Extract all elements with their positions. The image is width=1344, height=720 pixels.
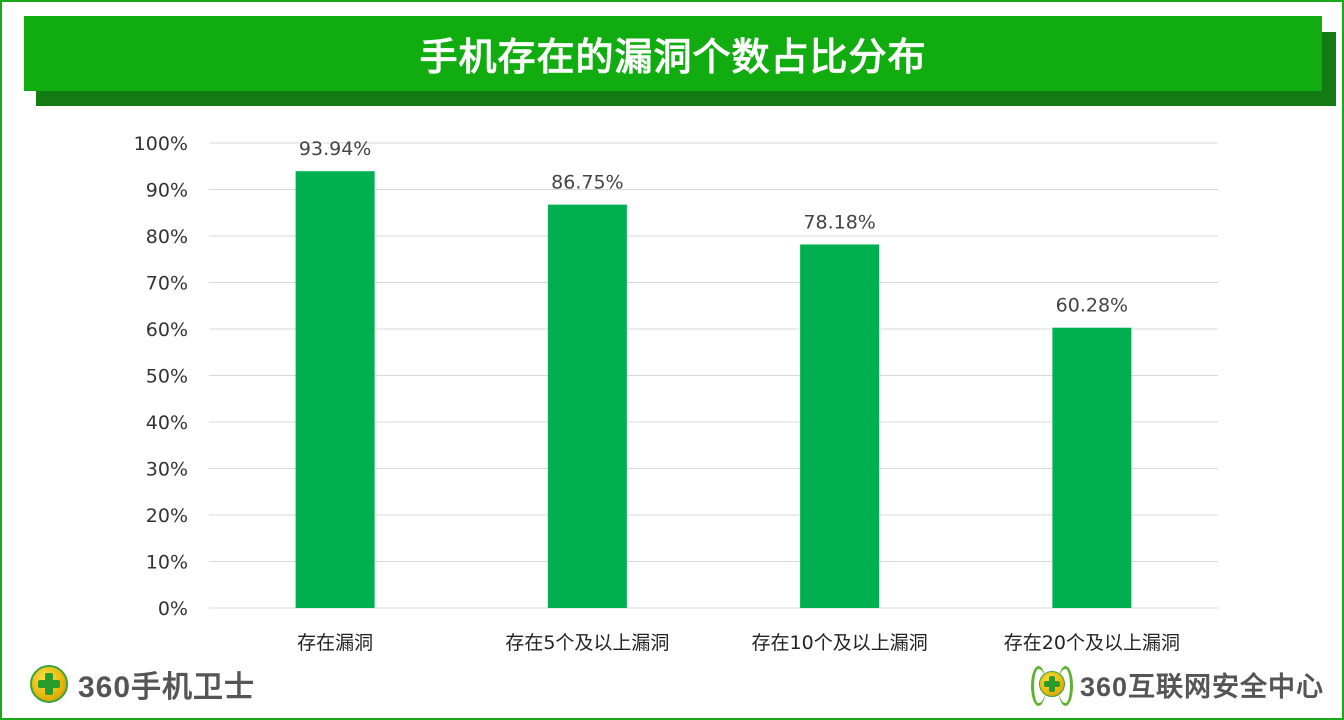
left-logo-text: 360手机卫士 <box>78 671 256 704</box>
data-label: 93.94% <box>299 138 371 160</box>
data-label: 60.28% <box>1056 295 1128 317</box>
plus-badge-icon <box>30 665 68 703</box>
data-label: 86.75% <box>551 172 623 194</box>
x-category-label: 存在10个及以上漏洞 <box>752 632 928 654</box>
x-category-label: 存在漏洞 <box>297 632 373 654</box>
y-tick-label: 0% <box>158 598 188 620</box>
y-tick-label: 10% <box>146 552 188 574</box>
x-category-label: 存在5个及以上漏洞 <box>505 632 669 654</box>
y-tick-label: 20% <box>146 505 188 527</box>
right-logo-text: 360互联网安全中心 <box>1079 671 1324 702</box>
y-tick-label: 30% <box>146 459 188 481</box>
y-tick-label: 60% <box>146 319 188 341</box>
bar <box>800 244 880 608</box>
x-category-label: 存在20个及以上漏洞 <box>1004 632 1180 654</box>
logo-360-security-center: 360互联网安全中心 <box>1030 664 1324 706</box>
title-bar: 手机存在的漏洞个数占比分布 <box>24 16 1322 91</box>
y-tick-label: 40% <box>146 412 188 434</box>
data-label: 78.18% <box>803 211 875 233</box>
y-tick-label: 100% <box>134 133 188 155</box>
logo-360-mobile-guard: 360手机卫士 <box>30 664 255 704</box>
y-tick-label: 80% <box>146 226 188 248</box>
y-tick-label: 70% <box>146 273 188 295</box>
wreath-badge-icon <box>1030 664 1074 706</box>
bar <box>1052 327 1132 608</box>
y-tick-label: 50% <box>146 366 188 388</box>
chart-title: 手机存在的漏洞个数占比分布 <box>419 35 927 79</box>
bar <box>547 204 627 609</box>
bar <box>295 171 375 608</box>
y-tick-label: 90% <box>146 180 188 202</box>
